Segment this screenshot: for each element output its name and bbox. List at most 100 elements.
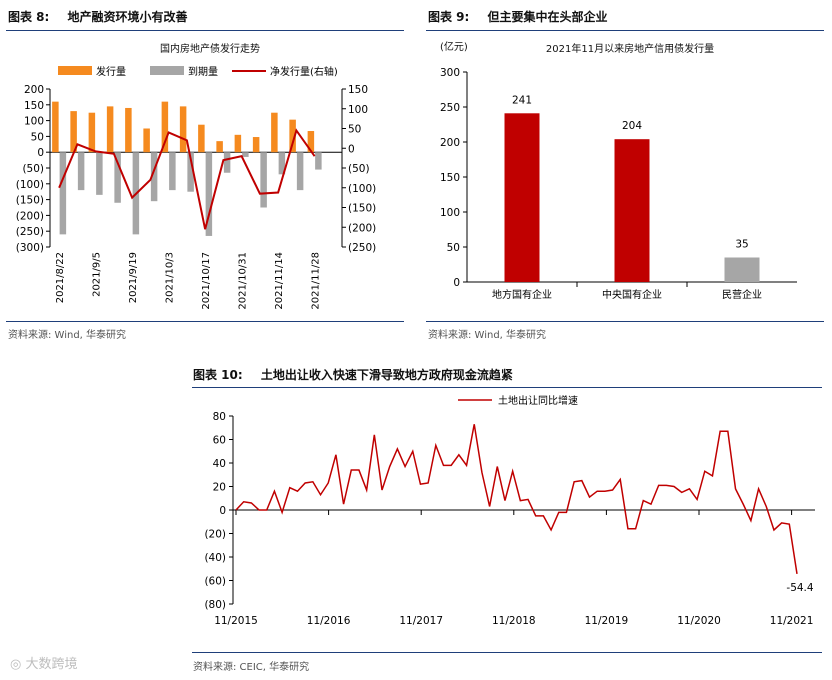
fig9-source: 资料来源: Wind, 华泰研究 [428,330,547,341]
watermark-logo: ◎ 大数跨境 [10,657,78,672]
fig9-title-row: 图表 9: 但主要集中在头部企业 [428,8,608,25]
fig8-x-tick-label: 2021/11/28 [311,252,322,310]
fig8-left-tick-label: (100) [16,179,44,191]
fig10-y-tick-label: (60) [204,576,226,588]
fig9-chart-title: 2021年11月以来房地产信用债发行量 [545,44,715,55]
fig9-category-label: 民营企业 [722,288,762,301]
fig10-x-tick-label: 11/2020 [677,615,721,627]
fig8-left-tick-label: (200) [16,210,44,222]
fig10-y-tick-label: 60 [213,435,226,447]
fig8-maturity-bar [169,152,176,191]
fig8-maturity-bar [278,152,286,175]
fig8-maturity-bar [59,152,67,235]
fig9-y-tick-label: 250 [440,102,460,114]
legend-issue-swatch [58,66,92,75]
fig9-y-tick-label: 50 [447,242,460,254]
fig10-x-tick-label: 11/2021 [770,615,814,627]
fig9-category-label: 中央国有企业 [602,288,662,301]
fig8-issue-bar [70,111,77,153]
fig9-data-label: 204 [622,120,642,132]
fig8-left-tick-label: 200 [24,84,44,96]
fig8-legend-label: 净发行量(右轴) [270,65,338,78]
fig8-right-tick-label: 150 [348,84,368,96]
fig8-maturity-bar [150,152,158,202]
fig8-left-tick-label: (300) [16,242,44,254]
fig8-x-tick-label: 2021/10/17 [201,252,212,310]
fig8-issue-bar [106,106,114,153]
fig8-maturity-bar [223,152,231,173]
fig9-title: 但主要集中在头部企业 [487,10,608,24]
fig10-x-tick-label: 11/2017 [399,615,443,627]
fig10-annotation: -54.4 [786,582,813,594]
fig8-maturity-bar [296,152,304,191]
fig10-title: 土地出让收入快速下滑导致地方政府现金流趋紧 [260,368,513,382]
fig8-left-tick-label: 100 [24,116,44,128]
fig10-source: 资料来源: CEIC, 华泰研究 [193,662,310,673]
fig8-issue-bar [252,137,260,153]
fig9-y-tick-label: 100 [440,207,460,219]
fig8-legend-label: 发行量 [96,65,126,78]
fig8-maturity-bar [242,152,249,157]
fig9-label: 图表 9: [428,10,470,24]
fig8-right-tick-label: (200) [348,222,376,234]
fig9-y-tick-label: 300 [440,67,460,79]
fig8-net-line [58,128,316,230]
fig8-source: 资料来源: Wind, 华泰研究 [8,330,127,341]
fig8-label: 图表 8: [8,10,50,24]
fig8-x-tick-label: 2021/10/3 [165,252,176,303]
fig8-right-tick-label: (50) [348,163,370,175]
fig10-x-tick-label: 11/2016 [307,615,351,627]
fig8-issue-bar [143,128,150,153]
fig10-y-tick-label: 20 [213,482,226,494]
fig10-source-rule [192,652,822,653]
fig10-y-tick-label: 40 [213,458,226,470]
fig8-left-tick-label: (50) [22,163,44,175]
fig9-category-label: 地方国有企业 [492,288,552,301]
fig8-title-rule [6,30,404,31]
fig9-bar [724,257,760,282]
fig9-y-tick-label: 150 [440,172,460,184]
fig9-title-rule [426,30,824,31]
fig8-right-tick-label: 50 [348,124,361,136]
fig8-issue-bar [198,124,205,153]
fig8-left-tick-label: (150) [16,195,44,207]
fig8-issue-bar [307,131,315,153]
fig8-issue-bar [216,141,223,153]
fig10-title-row: 图表 10: 土地出让收入快速下滑导致地方政府现金流趋紧 [193,366,513,383]
fig10-y-tick-label: (40) [204,552,226,564]
fig8-issue-bar [271,112,278,153]
fig9-y-tick-label: 0 [453,277,460,289]
fig8-maturity-bar [187,152,194,192]
fig10-title-rule [192,387,822,388]
fig8-issue-bar [234,134,242,153]
fig10-x-tick-label: 11/2015 [214,615,258,627]
fig8-title-row: 图表 8: 地产融资环境小有改善 [8,8,188,25]
fig10-y-tick-label: (80) [204,599,226,611]
fig8-left-tick-label: 50 [31,131,44,143]
fig9-source-rule [426,321,824,322]
fig8-x-tick-label: 2021/8/22 [55,252,66,303]
fig8-issue-bar [52,101,59,153]
fig8-right-tick-label: (250) [348,242,376,254]
fig10-label: 图表 10: [193,368,243,382]
fig8-issue-bar [88,112,96,153]
fig8-right-tick-label: (150) [348,203,376,215]
fig8-legend-label: 到期量 [188,66,218,78]
fig10-x-tick-label: 11/2019 [585,615,629,627]
fig8-chart-title: 国内房地产债发行走势 [160,44,260,55]
fig8-title: 地产融资环境小有改善 [67,10,188,24]
fig8-issue-bar [125,107,132,153]
fig10-x-tick-label: 11/2018 [492,615,536,627]
fig8-left-tick-label: 150 [24,100,44,112]
fig8-right-tick-label: 100 [348,104,368,116]
fig8-x-tick-label: 2021/9/5 [92,252,103,297]
fig8-x-tick-label: 2021/10/31 [238,252,249,310]
fig8-right-tick-label: 0 [348,143,355,155]
fig8-left-tick-label: 0 [37,147,44,159]
fig8-maturity-bar [114,152,121,203]
fig10-series-line [235,424,798,575]
fig8-issue-bar [179,106,187,153]
fig9-bar [504,113,540,282]
fig9-data-label: 35 [735,239,748,251]
